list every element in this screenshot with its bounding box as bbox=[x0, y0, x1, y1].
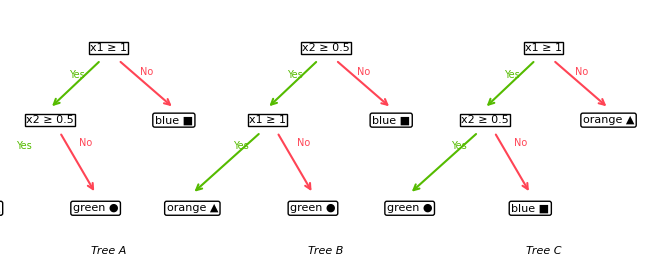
Text: No: No bbox=[514, 138, 527, 148]
Text: x2 ≥ 0.5: x2 ≥ 0.5 bbox=[302, 43, 350, 53]
Text: x1 ≥ 1: x1 ≥ 1 bbox=[525, 43, 562, 53]
Text: green ●: green ● bbox=[387, 203, 432, 213]
Text: Yes: Yes bbox=[16, 140, 32, 151]
Text: Yes: Yes bbox=[451, 140, 466, 151]
Text: No: No bbox=[357, 67, 370, 77]
Text: blue ■: blue ■ bbox=[511, 203, 550, 213]
Text: x1 ≥ 1: x1 ≥ 1 bbox=[249, 115, 286, 125]
Text: x2 ≥ 0.5: x2 ≥ 0.5 bbox=[26, 115, 74, 125]
Text: No: No bbox=[297, 138, 310, 148]
Text: Tree C: Tree C bbox=[526, 246, 561, 256]
Text: blue ■: blue ■ bbox=[372, 115, 410, 125]
Text: Tree B: Tree B bbox=[308, 246, 344, 256]
Text: x2 ≥ 0.5: x2 ≥ 0.5 bbox=[461, 115, 509, 125]
Text: blue ■: blue ■ bbox=[155, 115, 193, 125]
Text: No: No bbox=[80, 138, 93, 148]
Text: Yes: Yes bbox=[70, 70, 85, 80]
Text: green ●: green ● bbox=[290, 203, 336, 213]
Text: orange ▲: orange ▲ bbox=[167, 203, 218, 213]
Text: orange ▲: orange ▲ bbox=[583, 115, 634, 125]
Text: Yes: Yes bbox=[287, 70, 303, 80]
Text: x1 ≥ 1: x1 ≥ 1 bbox=[90, 43, 127, 53]
Text: No: No bbox=[574, 67, 587, 77]
Text: green ●: green ● bbox=[73, 203, 119, 213]
Text: Yes: Yes bbox=[504, 70, 520, 80]
Text: Tree A: Tree A bbox=[91, 246, 126, 256]
Text: No: No bbox=[140, 67, 153, 77]
Text: orange ▲: orange ▲ bbox=[0, 203, 1, 213]
Text: Yes: Yes bbox=[233, 140, 249, 151]
